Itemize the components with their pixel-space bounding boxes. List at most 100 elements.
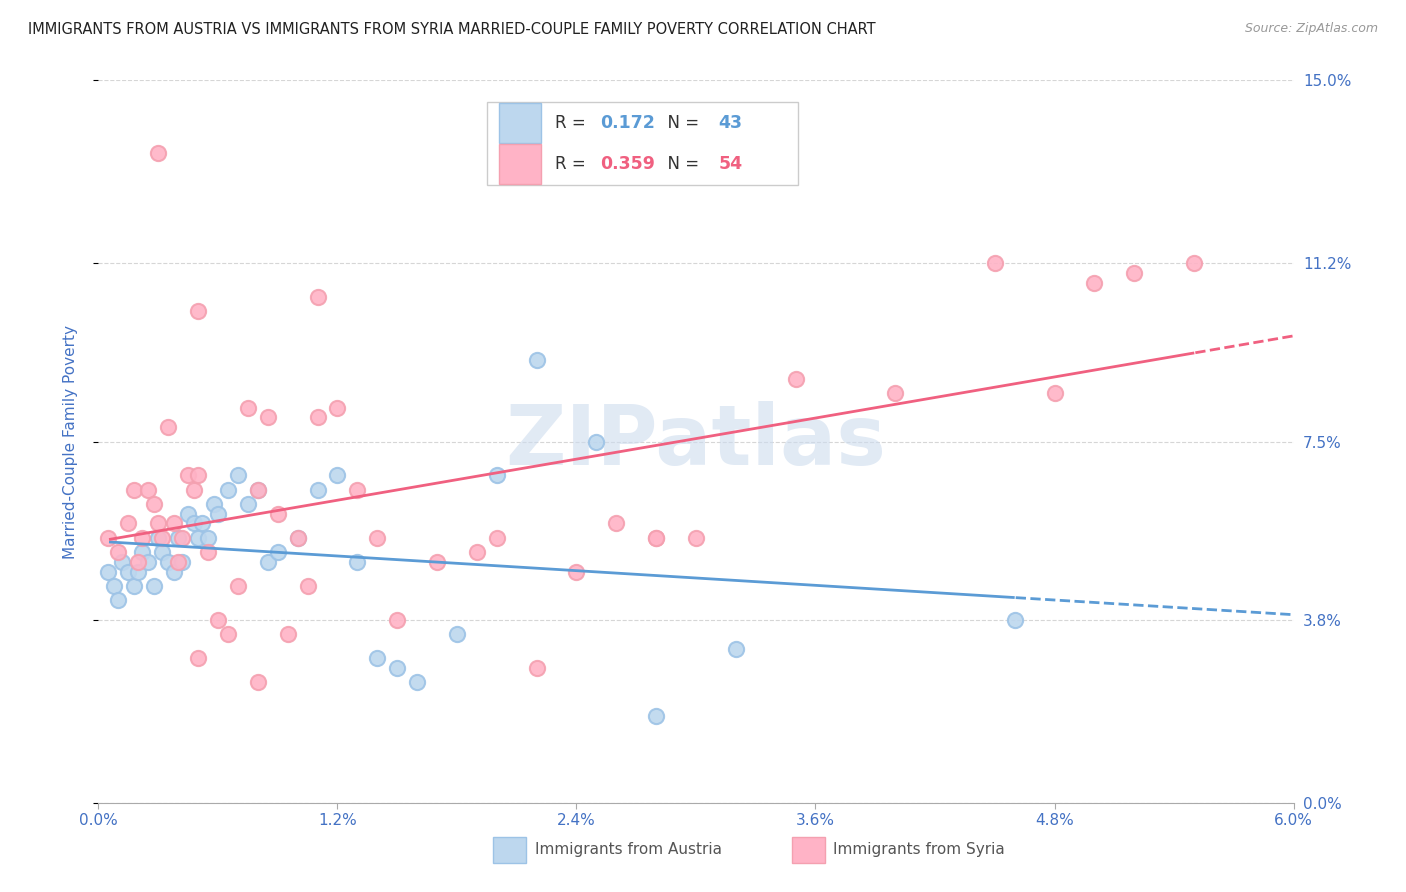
Point	[585, 434, 607, 449]
Point	[117, 565, 139, 579]
Point	[97, 531, 120, 545]
Point	[150, 531, 173, 545]
Point	[526, 352, 548, 367]
Point	[246, 483, 269, 497]
Point	[267, 545, 290, 559]
Bar	[499, 103, 541, 143]
Text: Immigrants from Syria: Immigrants from Syria	[834, 842, 1005, 857]
Bar	[792, 837, 825, 863]
Point	[150, 545, 173, 559]
Point	[366, 651, 388, 665]
Point	[97, 565, 120, 579]
Point	[785, 372, 807, 386]
Point	[1182, 256, 1205, 270]
Point	[724, 641, 747, 656]
Point	[246, 483, 269, 497]
Point	[256, 410, 278, 425]
Point	[1043, 386, 1066, 401]
Point	[107, 593, 129, 607]
Point	[984, 256, 1007, 270]
Point	[148, 531, 170, 545]
Point	[485, 468, 508, 483]
Point	[406, 675, 429, 690]
Point	[183, 483, 205, 497]
Point	[307, 410, 329, 425]
Point	[177, 507, 200, 521]
Y-axis label: Married-Couple Family Poverty: Married-Couple Family Poverty	[63, 325, 77, 558]
Point	[131, 531, 153, 545]
Point	[191, 516, 214, 531]
Point	[277, 627, 299, 641]
Point	[385, 613, 409, 627]
Point	[127, 565, 149, 579]
Bar	[494, 837, 526, 863]
Polygon shape	[486, 102, 797, 185]
Bar	[499, 145, 541, 184]
Point	[236, 401, 259, 415]
Point	[177, 468, 200, 483]
Point	[307, 483, 329, 497]
Point	[226, 468, 249, 483]
Point	[385, 661, 409, 675]
Text: R =: R =	[555, 155, 591, 173]
Point	[267, 507, 290, 521]
Point	[124, 483, 146, 497]
Point	[645, 531, 668, 545]
Point	[197, 545, 219, 559]
Point	[645, 531, 668, 545]
Text: N =: N =	[657, 155, 704, 173]
Point	[197, 531, 219, 545]
Point	[685, 531, 707, 545]
Text: 0.359: 0.359	[600, 155, 655, 173]
Point	[217, 627, 239, 641]
Point	[187, 468, 209, 483]
Point	[187, 531, 209, 545]
Point	[157, 420, 180, 434]
Point	[297, 579, 319, 593]
Point	[167, 555, 190, 569]
Point	[226, 579, 249, 593]
Point	[117, 516, 139, 531]
Point	[167, 531, 190, 545]
Point	[605, 516, 627, 531]
Point	[884, 386, 907, 401]
Point	[346, 483, 368, 497]
Point	[446, 627, 468, 641]
Text: IMMIGRANTS FROM AUSTRIA VS IMMIGRANTS FROM SYRIA MARRIED-COUPLE FAMILY POVERTY C: IMMIGRANTS FROM AUSTRIA VS IMMIGRANTS FR…	[28, 22, 876, 37]
Text: Source: ZipAtlas.com: Source: ZipAtlas.com	[1244, 22, 1378, 36]
Point	[136, 555, 159, 569]
Point	[148, 516, 170, 531]
Point	[287, 531, 309, 545]
Point	[645, 709, 668, 723]
Text: Immigrants from Austria: Immigrants from Austria	[534, 842, 721, 857]
Point	[157, 555, 180, 569]
Text: R =: R =	[555, 113, 591, 132]
Point	[256, 555, 278, 569]
Point	[183, 516, 205, 531]
Point	[103, 579, 125, 593]
Point	[111, 555, 134, 569]
Point	[148, 145, 170, 160]
Point	[187, 304, 209, 318]
Point	[246, 675, 269, 690]
Point	[1123, 266, 1146, 280]
Point	[236, 497, 259, 511]
Point	[131, 545, 153, 559]
Text: 0.172: 0.172	[600, 113, 655, 132]
Point	[326, 401, 349, 415]
Point	[136, 483, 159, 497]
Point	[366, 531, 388, 545]
Text: 54: 54	[718, 155, 742, 173]
Point	[526, 661, 548, 675]
Point	[326, 468, 349, 483]
Point	[143, 497, 166, 511]
Point	[127, 555, 149, 569]
Text: N =: N =	[657, 113, 704, 132]
Point	[172, 531, 194, 545]
Point	[207, 507, 229, 521]
Point	[287, 531, 309, 545]
Point	[307, 290, 329, 304]
Point	[172, 555, 194, 569]
Point	[1004, 613, 1026, 627]
Point	[107, 545, 129, 559]
